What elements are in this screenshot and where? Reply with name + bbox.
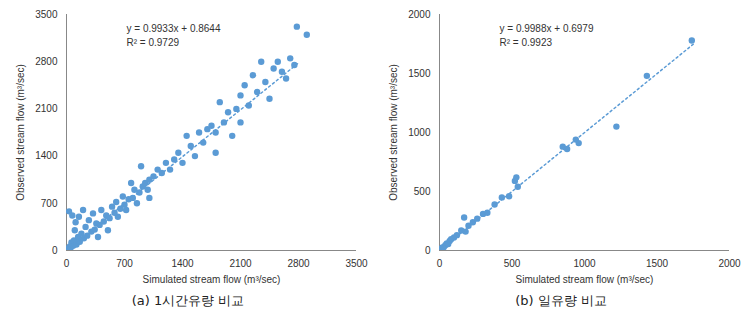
svg-text:1400: 1400 (35, 150, 58, 161)
svg-text:R² = 0.9923: R² = 0.9923 (500, 37, 553, 48)
svg-text:0: 0 (52, 245, 58, 256)
svg-text:2800: 2800 (287, 258, 310, 269)
html-text:(b) 일유량 비교: (b) 일유량 비교 (515, 293, 607, 308)
svg-text:2000: 2000 (408, 9, 431, 20)
svg-text:2000: 2000 (718, 258, 741, 269)
svg-text:3500: 3500 (345, 258, 368, 269)
svg-text:Observed stream flow (m³/sec): Observed stream flow (m³/sec) (15, 64, 26, 201)
svg-text:R² = 0.9729: R² = 0.9729 (127, 37, 180, 48)
svg-text:y = 0.9988x + 0.6979: y = 0.9988x + 0.6979 (500, 23, 594, 34)
svg-text:Simulated stream flow (m³/sec): Simulated stream flow (m³/sec) (143, 274, 281, 285)
html-text:(a) 1시간유량 비교: (a) 1시간유량 비교 (131, 293, 245, 308)
svg-text:y = 0.9933x + 0.8644: y = 0.9933x + 0.8644 (127, 23, 221, 34)
svg-text:2100: 2100 (35, 103, 58, 114)
svg-text:500: 500 (414, 186, 431, 197)
svg-text:1500: 1500 (408, 68, 431, 79)
svg-text:1400: 1400 (171, 258, 194, 269)
svg-text:700: 700 (41, 198, 58, 209)
svg-text:500: 500 (504, 258, 521, 269)
svg-text:1500: 1500 (646, 258, 669, 269)
svg-text:Simulated stream flow (m³/sec): Simulated stream flow (m³/sec) (516, 274, 654, 285)
svg-text:3500: 3500 (35, 9, 58, 20)
svg-text:700: 700 (116, 258, 133, 269)
svg-text:2100: 2100 (229, 258, 252, 269)
svg-text:0: 0 (437, 258, 443, 269)
svg-text:Observed stream flow (m³/sec): Observed stream flow (m³/sec) (388, 64, 399, 201)
svg-text:0: 0 (425, 245, 431, 256)
svg-text:1000: 1000 (573, 258, 596, 269)
svg-text:0: 0 (64, 258, 70, 269)
svg-text:1000: 1000 (408, 127, 431, 138)
svg-text:2800: 2800 (35, 56, 58, 67)
